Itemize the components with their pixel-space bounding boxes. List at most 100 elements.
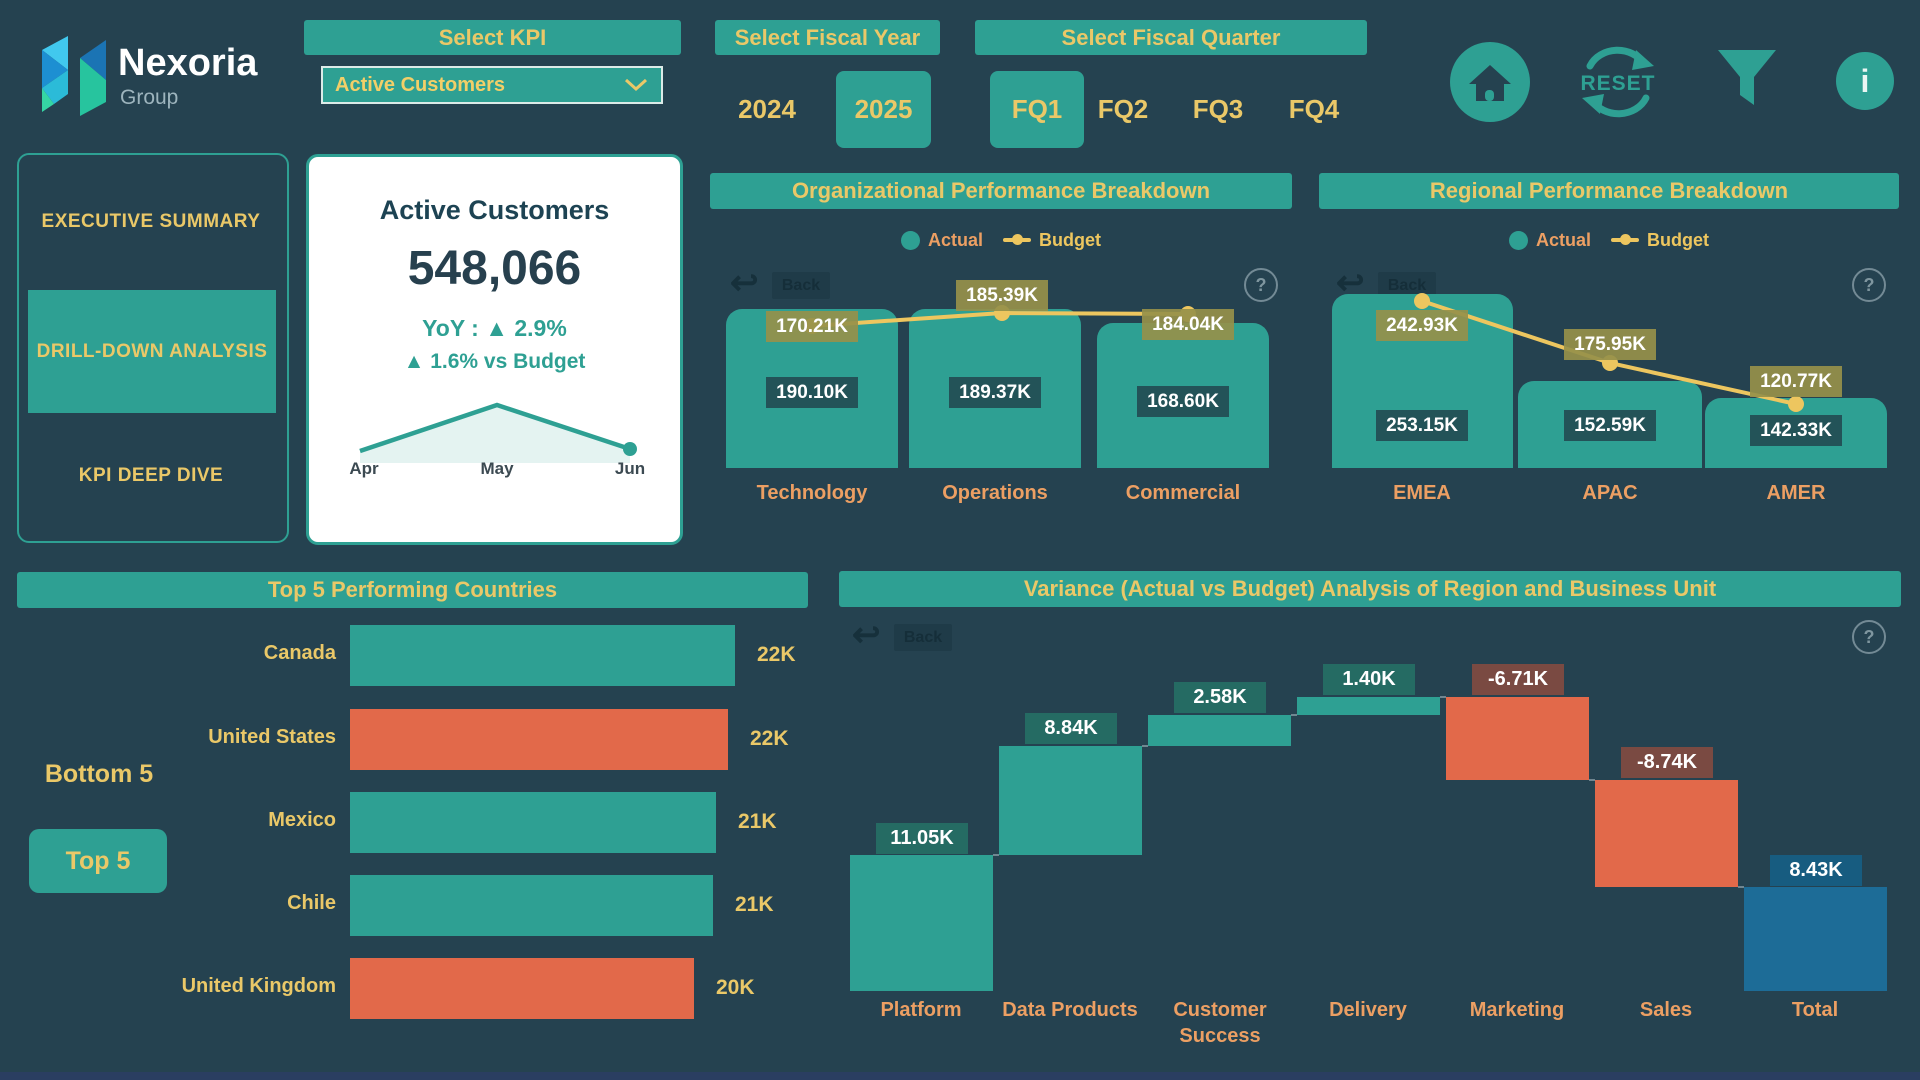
- info-icon: i: [1860, 62, 1870, 99]
- budget-label: 184.04K: [1142, 309, 1234, 340]
- help-icon[interactable]: ?: [1244, 268, 1278, 302]
- country-value: 22K: [757, 643, 796, 666]
- budget-line-icon: [1003, 234, 1031, 245]
- actual-label: 189.37K: [949, 377, 1041, 408]
- country-label: United States: [208, 726, 336, 748]
- select-fiscal-year-header: Select Fiscal Year: [715, 20, 940, 55]
- waterfall-bar-data-products[interactable]: [999, 746, 1142, 855]
- countries-chart-title: Top 5 Performing Countries: [17, 572, 808, 608]
- brand-logo-icon: [42, 36, 106, 116]
- country-bar-united-states[interactable]: [350, 709, 728, 770]
- budget-label: 185.39K: [956, 280, 1048, 311]
- budget-label: 170.21K: [766, 311, 858, 342]
- waterfall-axis-label: Platform: [880, 999, 962, 1021]
- sparkline-month-may: May: [480, 459, 514, 478]
- brand-subtitle: Group: [120, 86, 179, 109]
- quarter-option-fq4[interactable]: FQ4: [1288, 94, 1340, 124]
- filter-button[interactable]: [1716, 48, 1778, 115]
- actual-label: 253.15K: [1376, 410, 1468, 441]
- budget-line-icon: [1611, 234, 1639, 245]
- waterfall-axis-label: Data Products: [1002, 999, 1138, 1021]
- nav-item-kpi-deep-dive[interactable]: KPI DEEP DIVE: [78, 465, 224, 486]
- country-value: 21K: [738, 810, 777, 833]
- org-axis-label: Operations: [942, 482, 1048, 504]
- country-label: Canada: [263, 642, 336, 664]
- select-kpi-header: Select KPI: [304, 20, 681, 55]
- country-value: 21K: [735, 893, 774, 916]
- waterfall-value-label: 8.43K: [1770, 855, 1862, 886]
- bottom-edge-strip: [0, 1072, 1920, 1080]
- waterfall-value-label: -6.71K: [1472, 664, 1564, 695]
- drill-up-icon[interactable]: ↩: [852, 616, 881, 654]
- country-bar-canada[interactable]: [350, 625, 735, 686]
- waterfall-bar-total[interactable]: [1744, 887, 1887, 991]
- back-button-ghost[interactable]: Back: [772, 272, 830, 299]
- country-label: Mexico: [268, 809, 336, 831]
- regional-axis-label: APAC: [1582, 482, 1638, 504]
- drill-up-icon[interactable]: ↩: [730, 264, 759, 302]
- country-bar-united-kingdom[interactable]: [350, 958, 694, 1019]
- country-bar-mexico[interactable]: [350, 792, 716, 853]
- country-bar-chile[interactable]: [350, 875, 713, 936]
- org-chart-legend: Actual Budget: [851, 224, 1151, 256]
- help-icon[interactable]: ?: [1852, 268, 1886, 302]
- org-chart-title: Organizational Performance Breakdown: [710, 173, 1292, 209]
- org-axis-label: Technology: [756, 482, 868, 504]
- waterfall-value-label: 11.05K: [876, 823, 968, 854]
- budget-label: 120.77K: [1750, 366, 1842, 397]
- home-button[interactable]: [1450, 42, 1530, 122]
- waterfall-title: Variance (Actual vs Budget) Analysis of …: [839, 571, 1901, 607]
- brand-name: Nexoria: [118, 42, 258, 84]
- svg-text:RESET: RESET: [1580, 72, 1655, 95]
- waterfall-axis-label: Sales: [1639, 999, 1693, 1021]
- actual-label: 190.10K: [766, 377, 858, 408]
- kpi-card-vs-budget: ▲ 1.6% vs Budget: [403, 350, 586, 373]
- kpi-card-yoy: YoY : ▲ 2.9%: [422, 315, 567, 341]
- back-button-ghost[interactable]: Back: [894, 624, 952, 651]
- actual-dot-icon: [900, 230, 920, 250]
- nav-item-drill-down-analysis-selected[interactable]: DRILL-DOWN ANALYSIS: [28, 290, 276, 413]
- country-label: Chile: [287, 892, 336, 914]
- actual-label: 142.33K: [1750, 415, 1842, 446]
- kpi-dropdown-value: Active Customers: [335, 73, 506, 96]
- nav-panel: [17, 153, 289, 543]
- quarter-option-fq2[interactable]: FQ2: [1097, 94, 1149, 124]
- info-button[interactable]: i: [1836, 52, 1894, 110]
- regional-chart-title: Regional Performance Breakdown: [1319, 173, 1899, 209]
- waterfall-bar-delivery[interactable]: [1297, 697, 1440, 715]
- nav-item-executive-summary[interactable]: EXECUTIVE SUMMARY: [41, 211, 261, 232]
- select-fiscal-quarter-header: Select Fiscal Quarter: [975, 20, 1367, 55]
- legend-budget: Budget: [1003, 230, 1101, 251]
- toggle-top5-selected[interactable]: Top 5: [29, 829, 167, 893]
- filter-icon: [1718, 50, 1776, 105]
- year-option-2024[interactable]: 2024: [738, 94, 796, 124]
- quarter-option-fq3[interactable]: FQ3: [1192, 94, 1244, 124]
- country-label: United Kingdom: [181, 975, 336, 997]
- waterfall-bar-platform[interactable]: [850, 855, 993, 991]
- waterfall-value-label: 2.58K: [1174, 682, 1266, 713]
- waterfall-axis-label: Delivery: [1329, 999, 1407, 1021]
- quarter-option-fq1-selected[interactable]: FQ1: [990, 71, 1084, 148]
- sparkline-month-apr: Apr: [349, 459, 379, 478]
- kpi-card: Active Customers 548,066 YoY : ▲ 2.9% ▲ …: [306, 154, 683, 545]
- waterfall-bar-marketing[interactable]: [1446, 697, 1589, 780]
- kpi-card-title: Active Customers: [379, 195, 610, 225]
- reset-button[interactable]: RESET: [1570, 34, 1666, 130]
- waterfall-bar-customer-success[interactable]: [1148, 715, 1291, 746]
- reset-icon: RESET: [1580, 46, 1655, 118]
- actual-label: 168.60K: [1137, 386, 1229, 417]
- waterfall-value-label: -8.74K: [1621, 747, 1713, 778]
- org-axis-label: Commercial: [1125, 482, 1241, 504]
- kpi-dropdown[interactable]: Active Customers: [321, 66, 663, 104]
- year-option-2025-selected[interactable]: 2025: [836, 71, 931, 148]
- waterfall-axis-label: Customer Success: [1173, 999, 1267, 1047]
- chevron-down-icon: [624, 78, 648, 92]
- waterfall-bar-sales[interactable]: [1595, 780, 1738, 887]
- toggle-bottom5[interactable]: Bottom 5: [44, 760, 154, 788]
- budget-label: 175.95K: [1564, 329, 1656, 360]
- help-icon[interactable]: ?: [1852, 620, 1886, 654]
- country-value: 20K: [716, 976, 755, 999]
- waterfall-connectors: [993, 696, 1744, 888]
- legend-budget: Budget: [1611, 230, 1709, 251]
